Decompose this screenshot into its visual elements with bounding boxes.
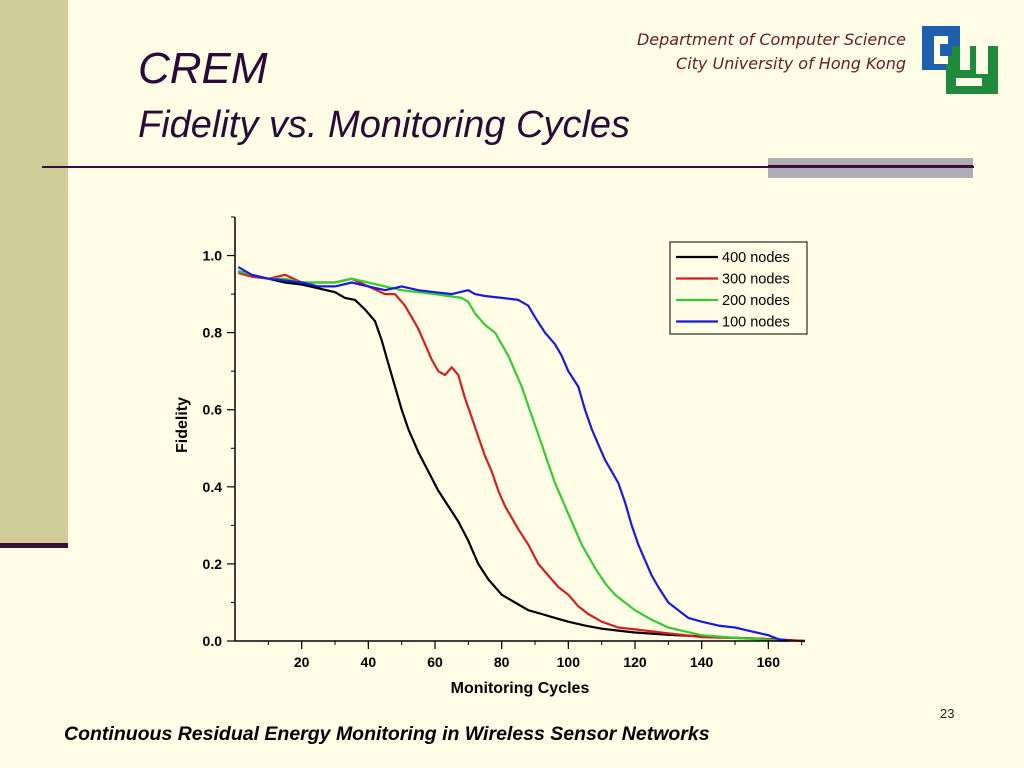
series-line-3	[237, 269, 786, 643]
chart-legend: 400 nodes 300 nodes 200 nodes 100 nodes	[669, 241, 808, 335]
x-axis-label: Monitoring Cycles	[451, 680, 590, 697]
y-tick-label: 0.0	[203, 633, 223, 649]
series-lines	[237, 266, 806, 643]
logo-c-inner	[940, 44, 952, 56]
series-line-4	[237, 266, 789, 643]
legend-label: 400 nodes	[722, 250, 790, 266]
legend-label: 200 nodes	[722, 293, 790, 309]
x-tick-label: 80	[494, 654, 510, 670]
page-number: 23	[940, 706, 955, 721]
x-tick-label: 120	[623, 654, 647, 670]
y-tick-label: 0.4	[203, 479, 223, 495]
cityu-logo	[922, 26, 998, 94]
series-line-2	[237, 271, 806, 643]
x-tick-label: 40	[361, 654, 377, 670]
logo-i-stroke	[960, 32, 970, 70]
divider-gray-accent-line	[768, 165, 973, 168]
y-tick-label: 1.0	[203, 248, 223, 264]
x-tick-label: 140	[690, 654, 714, 670]
x-tick-label: 60	[427, 654, 443, 670]
department-label: Department of Computer Science City Univ…	[637, 28, 906, 76]
x-tick-label: 160	[757, 654, 781, 670]
divider-gray-accent	[768, 158, 973, 178]
y-tick-label: 0.2	[203, 556, 223, 572]
logo-u-base	[956, 78, 982, 86]
chart-axes: 20 40 60 80 100 120 140 160 0.0 0.2 0.4 0.6 0.8 1.0	[203, 216, 805, 670]
x-tick-label: 20	[294, 654, 310, 670]
title-divider	[42, 166, 974, 168]
logo-t-stroke	[976, 32, 988, 74]
series-line-1	[237, 269, 806, 643]
department-line-1: Department of Computer Science	[636, 30, 906, 49]
y-tick-label: 0.8	[203, 325, 223, 341]
slide-subtitle: Fidelity vs. Monitoring Cycles	[138, 104, 631, 146]
fidelity-chart: 20 40 60 80 100 120 140 160 0.0 0.2 0.4 0.6 0.8 1.0 4…	[174, 216, 808, 697]
x-tick-label: 100	[557, 654, 581, 670]
legend-label: 300 nodes	[722, 272, 790, 288]
logo-green-block	[946, 46, 998, 94]
footer-text: Continuous Residual Energy Monitoring in…	[64, 723, 710, 745]
left-accent-bar	[0, 0, 68, 545]
left-accent-underline	[0, 543, 68, 548]
logo-t-bar	[972, 32, 996, 40]
department-line-2: City University of Hong Kong	[676, 54, 906, 73]
slide-title: CREM	[138, 44, 268, 93]
legend-label: 100 nodes	[722, 315, 790, 331]
y-axis-label: Fidelity	[174, 397, 191, 453]
y-tick-label: 0.6	[203, 402, 223, 418]
